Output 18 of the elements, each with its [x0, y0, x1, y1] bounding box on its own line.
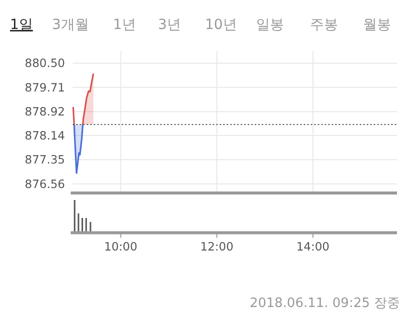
- text: 월봉: [363, 17, 391, 33]
- text: 1일: [10, 17, 33, 33]
- x-tick-label: 12:00: [200, 240, 234, 254]
- text: 10년: [205, 17, 237, 33]
- text: 3년: [158, 17, 181, 33]
- y-tick-label: 880.50: [24, 56, 65, 70]
- text: 1년: [113, 17, 136, 33]
- y-tick-label: 879.71: [24, 80, 65, 94]
- x-tick-label: 14:00: [296, 240, 330, 254]
- y-tick-label: 876.56: [24, 176, 65, 191]
- text: 일봉: [256, 17, 284, 33]
- y-tick-label: 878.92: [24, 104, 65, 119]
- text: 2018.06.11. 09:25 장중: [250, 296, 400, 311]
- y-tick-label: 877.35: [24, 152, 65, 167]
- text: 주봉: [310, 17, 338, 33]
- x-tick-label: 10:00: [104, 240, 138, 254]
- text: 3개월: [52, 17, 89, 33]
- y-tick-label: 878.14: [24, 128, 65, 142]
